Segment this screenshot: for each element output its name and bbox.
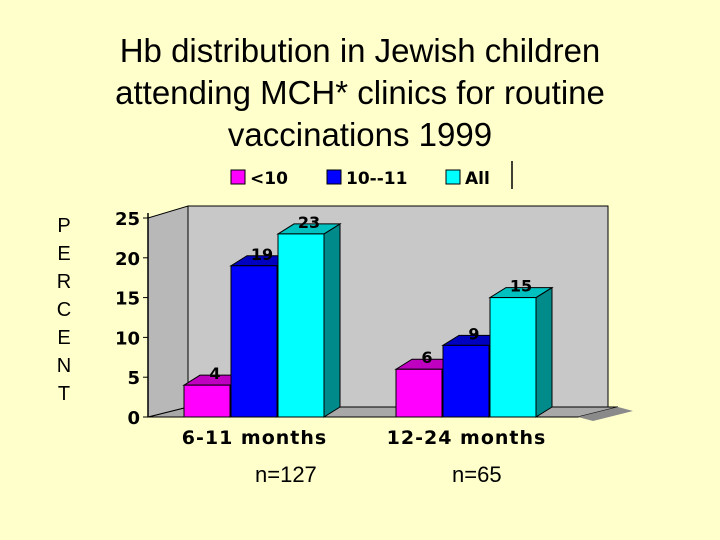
- chart-floor-edge: [578, 407, 633, 421]
- data-label: 6: [421, 348, 432, 367]
- y-axis-label-letter: T: [57, 383, 71, 405]
- x-tick-label: 12-24 months: [387, 427, 547, 449]
- y-axis-label-letter: P: [57, 215, 71, 237]
- y-tick-label: 10: [115, 328, 140, 349]
- data-label: 9: [468, 324, 479, 343]
- y-axis-label-letter: R: [56, 271, 72, 293]
- sample-size-6-11: n=127: [255, 462, 317, 487]
- legend-swatch: [230, 169, 246, 185]
- title-line-3: vaccinations 1999: [227, 116, 493, 153]
- data-label: 4: [209, 364, 220, 383]
- bar: [395, 368, 443, 418]
- bar: [183, 384, 231, 418]
- data-label: 23: [298, 213, 320, 232]
- bar: [489, 297, 537, 418]
- y-tick-label: 20: [115, 249, 140, 270]
- data-label: 19: [251, 245, 273, 264]
- legend-label: 10--11: [346, 169, 407, 189]
- y-tick-label: 25: [115, 209, 140, 230]
- bar-side: [535, 286, 553, 418]
- legend-label: All: [465, 169, 490, 189]
- y-axis-label-letter: E: [57, 327, 71, 349]
- y-axis-label-letter: N: [56, 355, 72, 377]
- legend-label: <10: [250, 169, 288, 189]
- chart-side-wall: [147, 205, 189, 418]
- bar: [442, 344, 490, 418]
- title-line-1: Hb distribution in Jewish children: [119, 32, 601, 69]
- data-label: 15: [510, 277, 532, 296]
- bar: [277, 233, 325, 418]
- legend-swatch: [445, 169, 461, 185]
- y-tick-label: 5: [127, 368, 140, 389]
- x-tick-label: 6-11 months: [182, 427, 327, 449]
- title-line-2: attending MCH* clinics for routine: [115, 74, 605, 111]
- y-axis-label-letter: E: [57, 243, 71, 265]
- y-tick-label: 15: [115, 289, 140, 310]
- sample-size-12-24: n=65: [452, 462, 502, 487]
- bar-side: [323, 223, 341, 418]
- legend-swatch: [326, 169, 342, 185]
- legend-box: [220, 163, 510, 191]
- y-tick-label: 0: [127, 408, 140, 429]
- y-axis-label-letter: C: [56, 299, 72, 321]
- chart-title: Hb distribution in Jewish children atten…: [0, 30, 720, 156]
- bar: [230, 265, 278, 418]
